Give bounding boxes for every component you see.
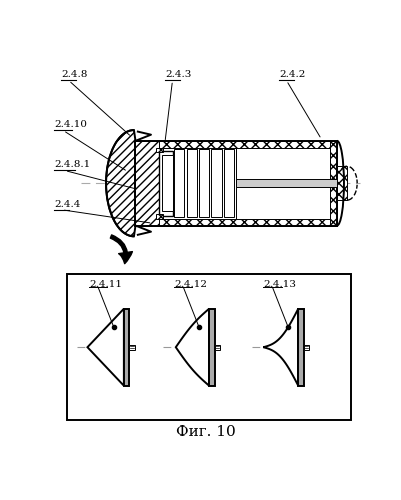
Bar bbox=[186, 150, 196, 217]
FancyArrowPatch shape bbox=[110, 235, 132, 264]
Bar bbox=[155, 214, 163, 218]
Bar bbox=[158, 148, 329, 218]
Polygon shape bbox=[263, 308, 298, 386]
Bar bbox=[155, 148, 163, 152]
Bar bbox=[135, 141, 336, 148]
Text: 2.4.8.1: 2.4.8.1 bbox=[54, 160, 90, 170]
Text: 2.4.13: 2.4.13 bbox=[263, 280, 296, 289]
Bar bbox=[336, 166, 346, 200]
Bar bbox=[298, 308, 303, 386]
Bar bbox=[236, 148, 329, 218]
Text: 2.4.11: 2.4.11 bbox=[89, 280, 122, 289]
Bar bbox=[329, 141, 336, 226]
Text: 2.4.2: 2.4.2 bbox=[278, 70, 304, 79]
Bar bbox=[67, 274, 350, 420]
Text: 2.4.12: 2.4.12 bbox=[174, 280, 207, 289]
Bar bbox=[198, 150, 209, 217]
Polygon shape bbox=[87, 308, 124, 386]
Bar bbox=[129, 344, 134, 350]
Bar bbox=[236, 180, 341, 187]
Bar bbox=[303, 344, 308, 350]
Text: 2.4.8: 2.4.8 bbox=[61, 70, 87, 79]
Bar bbox=[223, 150, 233, 217]
Bar bbox=[124, 308, 129, 386]
Bar bbox=[158, 151, 172, 216]
Bar bbox=[135, 141, 336, 226]
Text: 2.4.4: 2.4.4 bbox=[54, 200, 80, 208]
Polygon shape bbox=[106, 130, 135, 236]
Bar bbox=[209, 308, 214, 386]
Bar bbox=[162, 156, 172, 211]
Bar bbox=[174, 150, 184, 217]
Polygon shape bbox=[175, 308, 209, 386]
Bar bbox=[211, 150, 221, 217]
Text: 2.4.3: 2.4.3 bbox=[164, 70, 191, 79]
Bar bbox=[135, 218, 336, 226]
Bar bbox=[135, 141, 158, 226]
Text: 2.4.10: 2.4.10 bbox=[54, 120, 87, 130]
Text: Фиг. 10: Фиг. 10 bbox=[176, 425, 235, 439]
Bar bbox=[214, 344, 219, 350]
